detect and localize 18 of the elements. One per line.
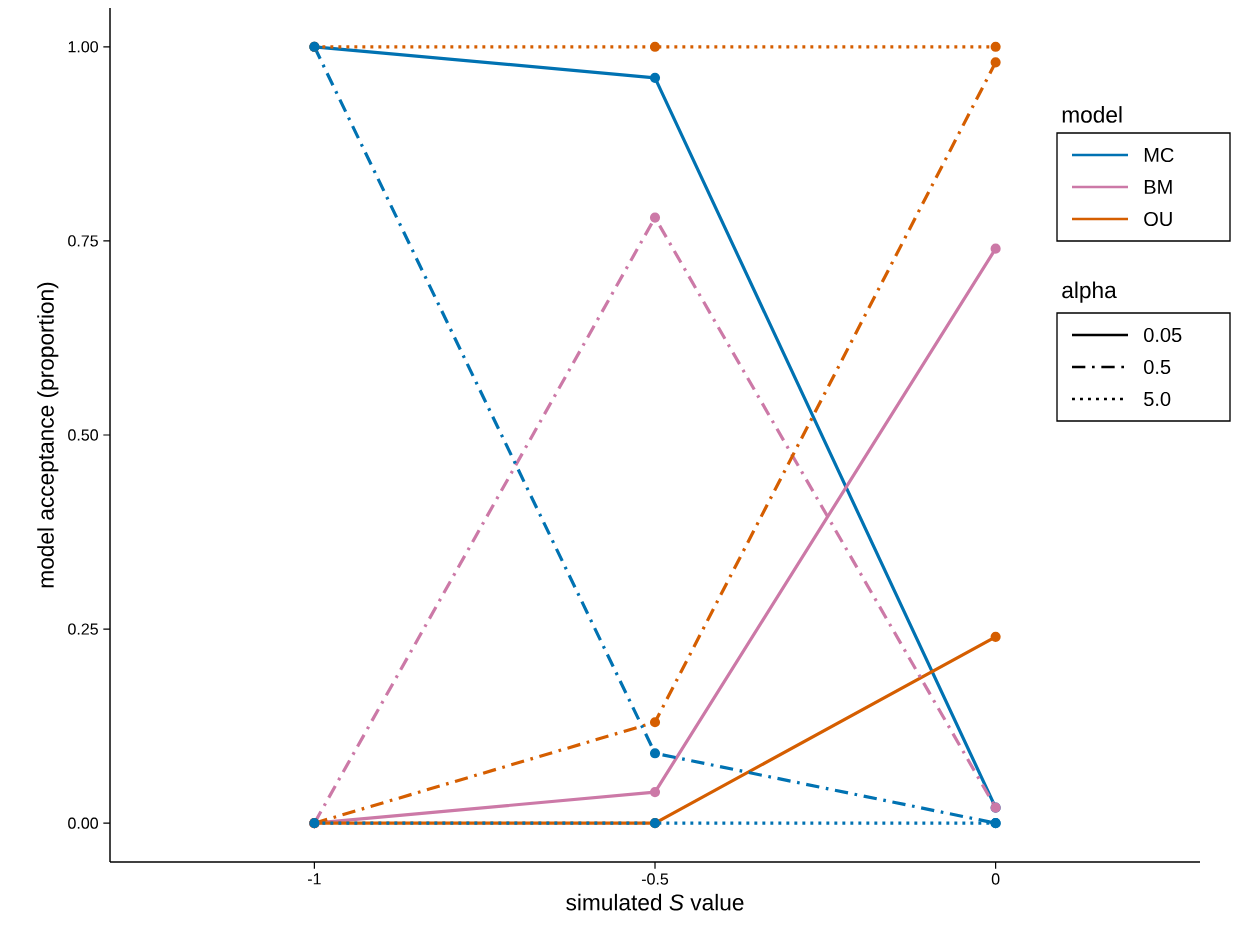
annotation: alpha (1062, 281, 1117, 303)
x-tick-label: -0.5 (641, 873, 669, 885)
x-tick-label: 0 (991, 873, 1000, 885)
y-tick-label: 0.75 (68, 235, 98, 247)
x-tick-label: -1 (307, 873, 321, 885)
legend-label: BM (1144, 180, 1172, 194)
annotation: 0.5 (1144, 359, 1171, 375)
y-tick-label: 0.50 (68, 429, 99, 441)
y-tick-label: 1.00 (68, 41, 99, 53)
annotation: 5.0 (1144, 391, 1171, 407)
annotation: 0.05 (1144, 327, 1182, 343)
legend-label: OU (1144, 211, 1172, 227)
legend-label: MC (1144, 147, 1174, 163)
y-tick-label: 0.00 (68, 817, 99, 829)
x-axis-title: simulated S value (566, 893, 744, 911)
y-tick-label: 0.25 (68, 623, 98, 635)
y-axis-title: model acceptance (proportion) (37, 282, 59, 588)
legend-title: model (1062, 106, 1122, 123)
